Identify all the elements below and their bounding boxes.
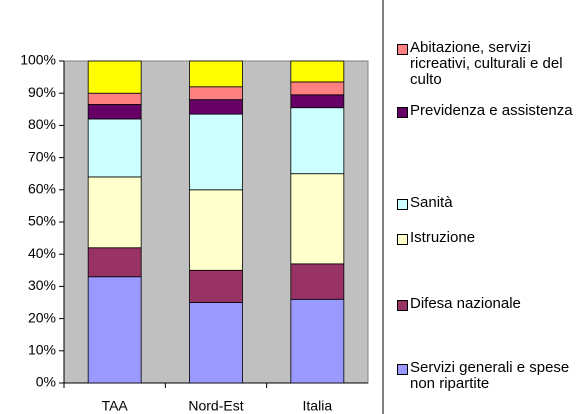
legend-entry: Istruzione <box>397 230 578 246</box>
bar-segment <box>290 94 345 109</box>
y-tick-label: 90% <box>28 84 56 100</box>
bar-segment <box>189 269 243 303</box>
legend-entry: Servizi generali e spese non ripartite <box>397 360 578 392</box>
legend-swatch <box>397 300 408 311</box>
bar-segment <box>87 118 142 178</box>
y-tick-label: 100% <box>20 52 56 68</box>
bar-segment <box>189 86 243 101</box>
bar-segment <box>87 104 142 120</box>
bar-segment <box>87 92 142 105</box>
legend-label: Abitazione, servizi ricreativi, cultural… <box>410 39 563 88</box>
y-tick-label: 50% <box>28 213 56 229</box>
y-tick-label: 80% <box>28 116 56 132</box>
bar-segment <box>290 173 345 265</box>
y-tick-label: 60% <box>28 181 56 197</box>
y-tick-label: 0% <box>36 374 56 390</box>
y-tick-label: 20% <box>28 309 56 325</box>
bar-segment <box>189 302 243 384</box>
legend-swatch <box>397 107 408 118</box>
bar-segment <box>189 189 243 271</box>
legend-swatch <box>397 44 408 55</box>
legend-swatch <box>397 234 408 245</box>
bar-segment <box>189 99 243 115</box>
bar-segment <box>87 176 142 249</box>
x-tick-label: Nord-Est <box>188 398 243 414</box>
legend-label: Sanità <box>410 194 453 211</box>
y-tick-label: 10% <box>28 342 56 358</box>
x-tick-label: Italia <box>303 398 333 414</box>
x-tick-label: TAA <box>102 398 129 414</box>
legend-entry: Abitazione, servizi ricreativi, cultural… <box>397 40 578 88</box>
y-tick-label: 70% <box>28 148 56 164</box>
legend-swatch <box>397 199 408 210</box>
legend-label: Difesa nazionale <box>410 295 521 312</box>
bar-segment <box>87 247 142 278</box>
legend-swatch <box>397 364 408 375</box>
bar-segment <box>87 276 142 384</box>
bar-segment <box>87 60 142 94</box>
legend-label: Previdenza e assistenza <box>410 102 573 119</box>
y-tick-label: 40% <box>28 245 56 261</box>
bar-segment <box>189 60 243 88</box>
bar-segment <box>290 81 345 96</box>
legend-label: Istruzione <box>410 229 476 246</box>
y-tick-label: 30% <box>28 277 56 293</box>
bar-segment <box>290 263 345 300</box>
legend-entry: Difesa nazionale <box>397 296 578 312</box>
legend-entry: Previdenza e assistenza <box>397 103 578 119</box>
legend-entry: Sanità <box>397 195 578 211</box>
bar-segment <box>290 298 345 384</box>
bar-segment <box>290 107 345 175</box>
bar-segment <box>189 113 243 191</box>
legend-label: Servizi generali e spese non ripartite <box>410 359 570 392</box>
bar-segment <box>290 60 345 83</box>
